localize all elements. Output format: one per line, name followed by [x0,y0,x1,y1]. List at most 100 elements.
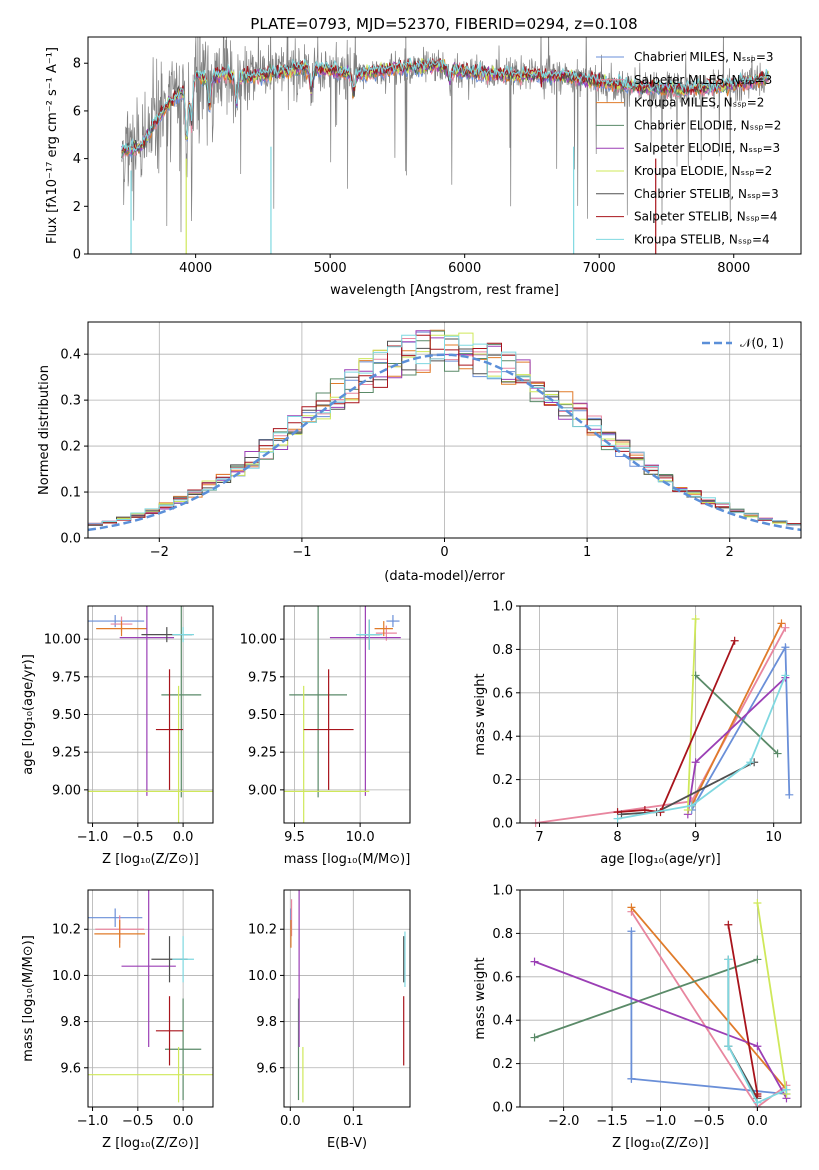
weight-vs-z-frame: −2.0 −1.5 −1.0 −0.5 0.0 0.0 0.2 0.4 0.6 0.8 1.0 [492,884,802,1129]
weight-series-line [756,902,788,1095]
errorbar-point [164,998,202,1101]
legend-entry: Chabrier STELIB, Nₛₛₚ=3 [634,187,779,201]
x-tick-label: 5000 [314,261,347,276]
weight-point-marker [753,899,762,908]
legend-entry: Chabrier ELODIE, Nₛₛₚ=2 [634,118,781,132]
y-tick-label: 0.8 [492,927,513,942]
x-tick-label: 9 [691,830,699,845]
y-tick-label: 0.2 [492,1057,513,1072]
weight-point-marker [530,957,539,966]
x-tick-label: 0 [440,545,448,560]
x-tick-label: −0.5 [122,830,154,845]
x-tick-label: 7 [535,830,543,845]
age-vs-mass-plot [284,606,401,823]
y-tick-label: 6 [73,104,81,119]
y-tick-label: 9.00 [248,783,277,798]
y-axis-label: Normed distribution [37,365,52,495]
y-tick-label: 0.0 [492,1101,513,1116]
weight-series-line [727,959,787,1104]
weight-point-marker [687,801,696,810]
x-tick-label: −0.5 [693,1114,725,1129]
weight-point-marker [781,643,790,652]
errorbar-point [96,621,147,637]
weight-point-marker [724,1042,733,1051]
mass-vs-ebv-plot [290,890,406,1103]
y-axis-label: Flux [fλ10⁻¹⁷ erg cm⁻² s⁻¹ A⁻¹] [45,47,60,244]
errorbar-point [172,627,194,643]
weight-point-marker [724,920,733,929]
x-tick-label: 0.0 [173,1114,194,1129]
axes-frame [283,889,411,1108]
y-tick-label: 9.8 [256,1015,277,1030]
y-tick-label: 0.4 [492,730,513,745]
legend-entry: Salpeter ELODIE, Nₛₛₚ=3 [634,141,780,155]
x-tick-label: 4000 [179,261,212,276]
y-axis-label: mass weight [473,673,488,755]
figure-title: PLATE=0793, MJD=52370, FIBERID=0294, z=0… [250,15,637,33]
errorbar-point [88,908,143,927]
y-tick-label: 0 [73,248,81,263]
y-tick-label: 10.0 [248,969,277,984]
weight-point-marker [724,955,733,964]
y-tick-label: 8 [73,57,81,72]
spectrum-legend: Chabrier MILES, Nₛₛₚ=3 Salpeter MILES, Nₛ… [596,50,781,246]
weight-series-line [617,675,787,820]
weight-point-marker [781,671,790,680]
legend-entry: Salpeter STELIB, Nₛₛₚ=4 [634,210,778,224]
errorbar-point [329,606,401,796]
weight-point-marker [691,615,700,624]
spectrum-model-line [121,57,769,153]
y-tick-label: 10.0 [52,969,81,984]
x-tick-label: 0.1 [343,1114,364,1129]
weight-series-line [630,906,788,1091]
weight-point-marker [627,903,636,912]
y-tick-label: 4 [73,152,81,167]
weight-point-marker [730,636,739,645]
weight-point-marker [753,955,762,964]
weight-point-marker [785,790,794,799]
weight-point-marker [753,1042,762,1051]
x-tick-label: 0.0 [280,1114,301,1129]
weight-point-marker [691,758,700,767]
x-tick-label: 7000 [583,261,616,276]
x-tick-label: 9.5 [284,830,305,845]
mass-vs-ebv-axes [284,890,410,1107]
y-axis-label: mass weight [473,957,488,1039]
weight-point-marker [530,1033,539,1042]
axes-frame [87,36,802,255]
y-tick-label: 9.25 [52,746,81,761]
y-tick-label: 0.8 [492,643,513,658]
x-axis-label: mass [log₁₀(M/M⊙)] [284,852,411,867]
y-tick-label: 0.1 [60,486,81,501]
legend-entry: Kroupa MILES, Nₛₛₚ=2 [634,96,764,110]
axes-frame [87,889,214,1108]
y-axis-label: age [log₁₀(age/yr)] [21,654,36,775]
errorbar-point [374,621,393,637]
y-tick-label: 2 [73,200,81,215]
weight-point-marker [627,1074,636,1083]
x-tick-label: 8000 [717,261,750,276]
spectrum-frame: 4000 5000 6000 7000 8000 0 2 4 6 8 [73,36,802,276]
x-tick-label: 0.0 [173,830,194,845]
x-axis-label: Z [log₁₀(Z/Z⊙)] [102,1136,199,1151]
weight-point-marker [627,927,636,936]
weight-point-marker [640,805,649,814]
age-vs-mass-axes [284,606,410,823]
y-tick-label: 9.75 [248,670,277,685]
x-axis-label: wavelength [Angstrom, rest frame] [330,283,559,298]
y-tick-label: 0.2 [60,440,81,455]
x-tick-label: −1 [292,545,311,560]
y-axis-label: mass [log₁₀(M/M⊙)] [21,935,36,1062]
y-tick-label: 10.00 [240,633,277,648]
x-axis-label: Z [log₁₀(Z/Z⊙)] [102,852,199,867]
errorbar-point [155,996,184,1066]
weight-point-marker [753,1098,762,1107]
y-tick-label: 10.2 [248,923,277,938]
x-axis-label: age [log₁₀(age/yr)] [600,852,721,867]
legend-entry: Salpeter MILES, Nₛₛₚ=3 [634,73,772,87]
x-tick-label: −2 [150,545,169,560]
weight-point-marker [777,619,786,628]
x-tick-label: 10 [765,830,782,845]
y-tick-label: 9.6 [60,1061,81,1076]
